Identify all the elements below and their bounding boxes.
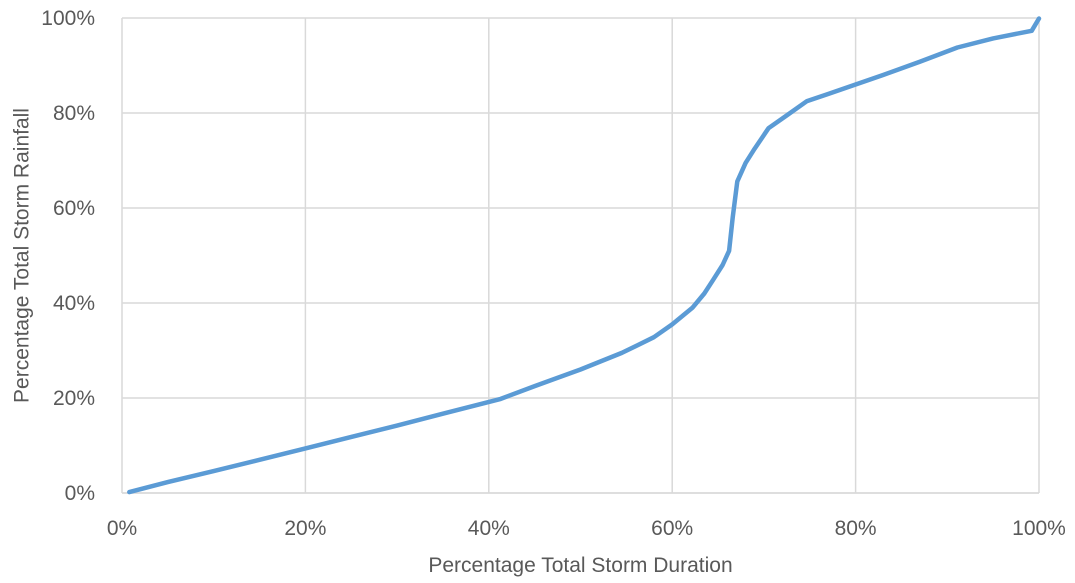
y-tick-label: 60% [53, 197, 95, 220]
x-tick-label: 60% [651, 517, 693, 540]
x-tick-label: 100% [1012, 517, 1066, 540]
x-tick-labels: 0% 20% 40% 60% 80% 100% [107, 517, 1066, 540]
x-tick-label: 80% [835, 517, 877, 540]
y-tick-label: 80% [53, 102, 95, 125]
y-tick-label: 0% [65, 482, 95, 505]
x-gridlines [121, 18, 1040, 493]
series-line [127, 16, 1042, 495]
y-gridlines [122, 17, 1039, 494]
y-tick-label: 20% [53, 387, 95, 410]
x-axis-title: Percentage Total Storm Duration [428, 554, 732, 577]
y-tick-label: 100% [41, 7, 95, 30]
series-layer [127, 16, 1042, 495]
x-tick-label: 40% [468, 517, 510, 540]
x-tick-label: 20% [284, 517, 326, 540]
y-tick-label: 40% [53, 292, 95, 315]
y-axis-title: Percentage Total Storm Rainfall [11, 108, 34, 403]
x-tick-label: 0% [107, 517, 137, 540]
y-tick-labels: 0% 20% 40% 60% 80% 100% [41, 7, 95, 505]
